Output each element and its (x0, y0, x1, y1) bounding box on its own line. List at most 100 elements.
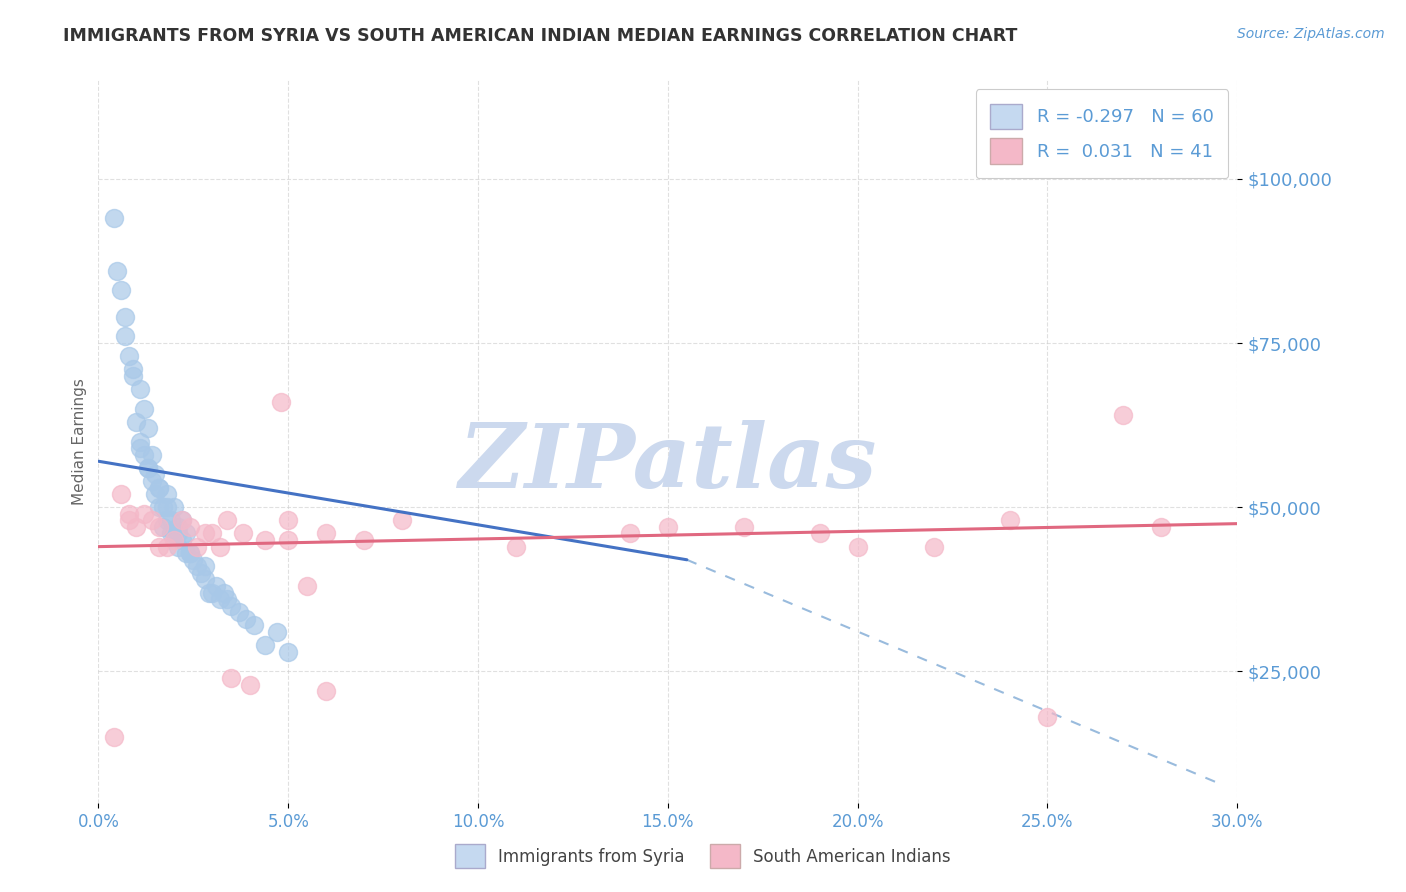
Point (254, 638, 277, 652)
Point (163, 526, 186, 541)
Point (163, 533, 186, 547)
Point (1150, 520, 1173, 534)
Point (179, 546, 201, 560)
Text: IMMIGRANTS FROM SYRIA VS SOUTH AMERICAN INDIAN MEDIAN EARNINGS CORRELATION CHART: IMMIGRANTS FROM SYRIA VS SOUTH AMERICAN … (63, 27, 1018, 45)
Point (221, 599, 243, 613)
Point (619, 526, 641, 541)
Point (170, 513, 193, 527)
Point (194, 559, 217, 574)
Point (125, 520, 148, 534)
Point (505, 540, 527, 554)
Point (152, 520, 174, 534)
Point (270, 395, 292, 409)
Point (114, 310, 136, 324)
Point (132, 448, 155, 462)
Point (657, 520, 679, 534)
Point (353, 533, 375, 547)
Point (179, 546, 201, 560)
Text: ZIPatlas: ZIPatlas (460, 420, 876, 507)
Point (315, 684, 337, 698)
Point (277, 645, 299, 659)
Point (922, 540, 945, 554)
Point (239, 677, 262, 691)
Point (148, 500, 170, 515)
Point (391, 513, 413, 527)
Point (141, 513, 163, 527)
Point (183, 553, 205, 567)
Point (243, 618, 266, 632)
Point (208, 592, 231, 607)
Point (159, 526, 181, 541)
Point (201, 526, 224, 541)
Point (156, 500, 179, 515)
Point (846, 540, 869, 554)
Point (141, 474, 163, 488)
Point (167, 526, 190, 541)
Point (114, 329, 136, 343)
Point (145, 487, 167, 501)
Point (129, 441, 152, 455)
Point (110, 284, 132, 298)
Point (254, 533, 277, 547)
Point (808, 526, 831, 541)
Point (129, 434, 152, 449)
Legend: R = -0.297   N = 60, R =  0.031   N = 41: R = -0.297 N = 60, R = 0.031 N = 41 (976, 89, 1229, 178)
Point (235, 612, 257, 626)
Point (1112, 409, 1135, 423)
Point (148, 540, 170, 554)
Point (277, 533, 299, 547)
Point (232, 526, 254, 541)
Point (174, 526, 197, 541)
Point (159, 513, 181, 527)
Point (118, 507, 141, 521)
Text: Source: ZipAtlas.com: Source: ZipAtlas.com (1237, 27, 1385, 41)
Point (315, 526, 337, 541)
Point (194, 573, 217, 587)
Point (103, 211, 125, 226)
Point (197, 585, 219, 599)
Point (103, 730, 125, 744)
Point (148, 481, 170, 495)
Point (212, 585, 235, 599)
Point (121, 368, 143, 383)
Point (148, 481, 170, 495)
Point (156, 540, 179, 554)
Point (228, 605, 250, 619)
Point (132, 507, 155, 521)
Point (118, 349, 141, 363)
Point (998, 513, 1021, 527)
Legend: Immigrants from Syria, South American Indians: Immigrants from Syria, South American In… (449, 838, 957, 875)
Point (186, 559, 208, 574)
Point (190, 566, 212, 580)
Point (125, 415, 148, 429)
Point (221, 671, 243, 685)
Point (201, 585, 224, 599)
Point (277, 513, 299, 527)
Point (297, 579, 319, 593)
Point (167, 520, 190, 534)
Point (136, 460, 159, 475)
Point (156, 513, 179, 527)
Point (136, 421, 159, 435)
Point (118, 513, 141, 527)
Point (170, 533, 193, 547)
Point (186, 540, 208, 554)
Point (148, 520, 170, 534)
Point (121, 362, 143, 376)
Point (167, 540, 190, 554)
Point (110, 487, 132, 501)
Point (129, 382, 152, 396)
Point (174, 546, 197, 560)
Point (152, 500, 174, 515)
Point (266, 625, 288, 640)
Point (194, 526, 217, 541)
Point (156, 487, 179, 501)
Point (179, 520, 201, 534)
Point (170, 513, 193, 527)
Point (208, 540, 231, 554)
Point (733, 520, 755, 534)
Point (141, 448, 163, 462)
Point (145, 467, 167, 482)
Point (205, 579, 228, 593)
Point (217, 592, 239, 607)
